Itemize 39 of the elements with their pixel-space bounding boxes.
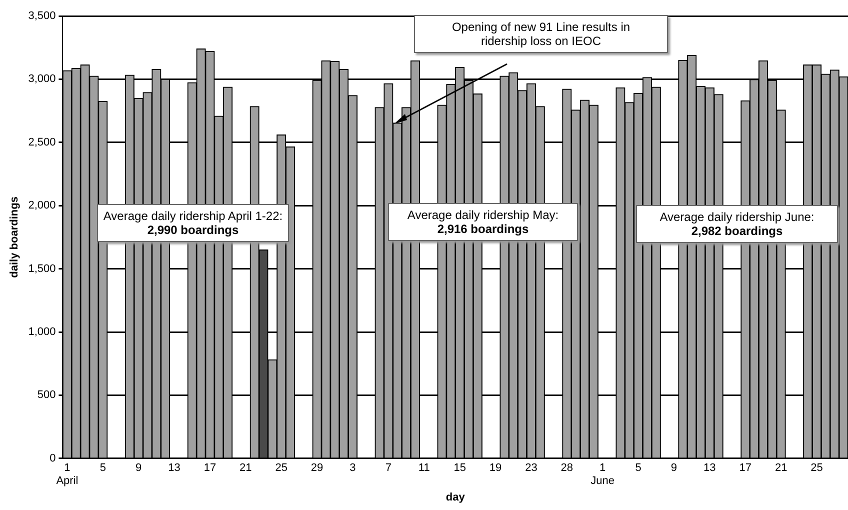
x-tick-label: 9 (670, 462, 678, 474)
y-tick-label: 1,500 (28, 262, 56, 275)
x-tick-label: 11 (418, 462, 430, 474)
x-tick-label: 23 (525, 462, 538, 474)
text-box: Average daily ridership June: 2,982 boardings (636, 205, 838, 243)
x-tick-label: 28 (560, 462, 574, 474)
x-axis-title: day (446, 491, 466, 504)
y-tick-label: 3,000 (28, 73, 56, 86)
x-tick-label: 1 June (590, 462, 615, 488)
x-tick-label: 21 (774, 462, 788, 474)
y-tick-label: 2,000 (28, 200, 56, 212)
x-tick-label: 5 (100, 462, 106, 474)
x-tick-label: 17 (204, 462, 216, 474)
annotation: Opening of new 91 Line results in ridership loss on IEOC (450, 20, 632, 48)
annotation: Average daily ridership May: 2,916 boardings (406, 208, 560, 236)
y-tick-label: 0 (50, 452, 56, 464)
x-tick-label: 21 (240, 462, 252, 474)
x-tick-label: 7 (385, 462, 392, 474)
x-tick-label: 13 (168, 462, 180, 474)
y-tick-label: 500 (37, 389, 56, 402)
text-box: Average daily ridership April 1-22: 2,990 boardings (97, 204, 289, 242)
y-tick-label: 2,500 (28, 136, 56, 148)
x-tick-label: 9 (136, 462, 142, 474)
x-tick-label: 5 (635, 462, 642, 474)
x-tick-label: 19 (489, 462, 502, 474)
y-axis-title: daily boardings (8, 196, 21, 278)
x-tick-label: 29 (310, 462, 324, 474)
annotation: Average daily ridership June: 2,982 boardings (658, 210, 816, 238)
y-tick-label: 1,000 (28, 326, 56, 338)
y-tick-label: 3,500 (28, 10, 56, 22)
text-box: Average daily ridership May: 2,916 boardings (388, 203, 578, 241)
x-tick-label: 17 (739, 462, 752, 474)
x-tick-label: 25 (810, 462, 823, 474)
x-tick-label: 13 (704, 462, 716, 474)
x-tick-label: 3 (350, 462, 356, 474)
x-tick-label: 15 (454, 462, 466, 474)
x-tick-label: 25 (275, 462, 288, 474)
x-tick-label: 1 April (56, 462, 78, 488)
annotation: Average daily ridership April 1-22: 2,990 boardings (102, 209, 284, 237)
